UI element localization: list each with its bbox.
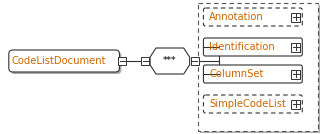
Bar	[292, 70, 300, 79]
Bar	[292, 42, 300, 51]
FancyBboxPatch shape	[203, 95, 302, 113]
Bar	[292, 12, 300, 21]
Text: ***: ***	[163, 57, 176, 66]
FancyBboxPatch shape	[205, 97, 304, 115]
Bar	[200, 5, 320, 133]
Text: SimpleCodeList: SimpleCodeList	[209, 99, 286, 109]
FancyBboxPatch shape	[203, 8, 302, 26]
FancyBboxPatch shape	[203, 38, 302, 56]
FancyBboxPatch shape	[205, 10, 304, 28]
FancyBboxPatch shape	[9, 50, 120, 72]
Bar	[190, 57, 199, 65]
Text: Identification: Identification	[209, 42, 275, 52]
FancyBboxPatch shape	[205, 40, 304, 58]
Bar	[119, 57, 126, 65]
Text: CodeListDocument: CodeListDocument	[12, 56, 106, 66]
FancyBboxPatch shape	[205, 67, 304, 85]
Bar	[292, 100, 300, 109]
Text: ColumnSet: ColumnSet	[209, 69, 264, 79]
Bar	[141, 57, 149, 65]
Text: Annotation: Annotation	[209, 12, 264, 22]
FancyBboxPatch shape	[11, 52, 122, 74]
Bar	[198, 3, 318, 131]
Polygon shape	[150, 48, 189, 74]
FancyBboxPatch shape	[203, 65, 302, 83]
